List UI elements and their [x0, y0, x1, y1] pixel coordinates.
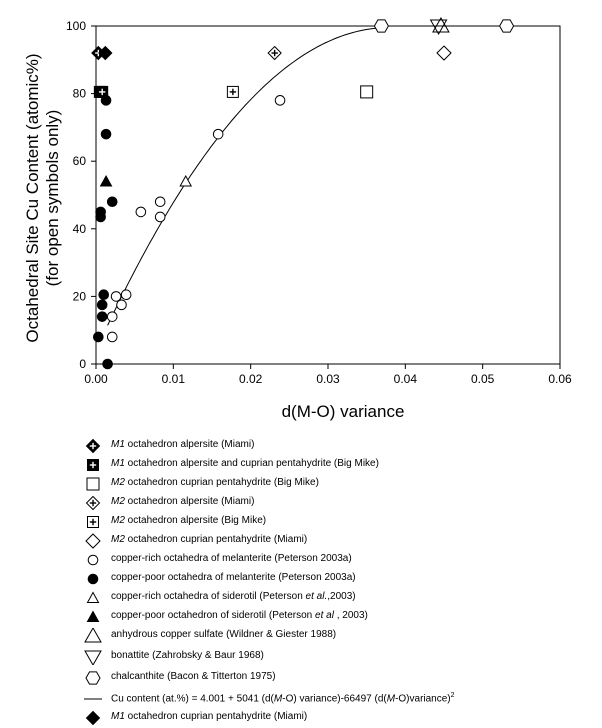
legend-symbol: [84, 590, 102, 606]
data-point: [97, 312, 107, 322]
legend-item: M1 octahedron alpersite and cuprian pent…: [84, 456, 594, 475]
legend-label: M1 octahedron cuprian pentahydrite (Miam…: [111, 711, 307, 722]
legend-item: M2 octahedron cuprian pentahydrite (Big …: [84, 475, 594, 494]
legend-symbol: [84, 552, 102, 568]
data-point: [107, 197, 117, 207]
data-point: [94, 332, 104, 342]
x-tick-label: 0.03: [316, 372, 340, 386]
fit-curve: [108, 28, 384, 326]
legend-item: M1 octahedron alpersite (Miami): [84, 437, 594, 456]
data-point: [117, 300, 127, 310]
legend-item: copper-rich octahedra of siderotil (Pete…: [84, 589, 594, 608]
x-tick-label: 0.02: [239, 372, 263, 386]
data-point: [111, 292, 121, 302]
data-point: [101, 129, 111, 139]
y-tick-label: 100: [66, 19, 86, 33]
legend-item-fit: Cu content (at.%) = 4.001 + 5041 (d(M-O)…: [84, 690, 594, 709]
legend-symbol: [84, 533, 102, 549]
legend-label: anhydrous copper sulfate (Wildner & Gies…: [111, 629, 336, 640]
legend-symbol: [84, 649, 102, 665]
plot-area: [96, 26, 560, 364]
x-tick-label: 0.01: [162, 372, 186, 386]
legend-symbol: [84, 670, 102, 686]
legend-label: copper-rich octahedra of siderotil (Pete…: [111, 591, 356, 602]
data-point: [97, 300, 107, 310]
data-point: [136, 207, 146, 217]
y-tick-label: 80: [73, 87, 87, 101]
y-tick-label: 20: [73, 289, 87, 303]
legend-item: M1 octahedron cuprian pentahydrite (Miam…: [84, 709, 594, 728]
data-point: [121, 290, 131, 300]
data-point: [155, 212, 165, 222]
data-point: [268, 47, 281, 60]
legend-symbol: [84, 514, 102, 530]
data-point: [97, 86, 108, 97]
legend-symbol: [84, 710, 102, 726]
legend-label: M2 octahedron alpersite (Big Mike): [111, 515, 266, 526]
data-point: [500, 20, 514, 32]
data-point: [99, 290, 109, 300]
legend-item: M2 octahedron cuprian pentahydrite (Miam…: [84, 532, 594, 551]
data-point: [101, 176, 112, 186]
legend-symbol: [84, 628, 102, 644]
y-tick-label: 40: [73, 222, 87, 236]
data-point: [227, 86, 238, 97]
data-point: [155, 197, 165, 207]
legend-label: M2 octahedron cuprian pentahydrite (Miam…: [111, 534, 307, 545]
legend-label-fit: Cu content (at.%) = 4.001 + 5041 (d(M-O)…: [111, 692, 455, 704]
y-axis-label-line1: Octahedral Site Cu Content (atomic%): [23, 53, 42, 342]
y-tick-label: 0: [79, 357, 86, 371]
y-tick-label: 60: [73, 154, 87, 168]
data-markers: [92, 18, 514, 369]
legend-item: copper-poor octahedra of melanterite (Pe…: [84, 570, 594, 589]
legend-item: copper-poor octahedron of siderotil (Pet…: [84, 608, 594, 627]
legend-label: M1 octahedron alpersite and cuprian pent…: [111, 458, 379, 469]
scatter-chart: 0.00 0.01 0.02 0.03 0.04 0.05 0.06 0 20 40 60 80 10…: [0, 0, 602, 430]
y-axis-label-line2: (for open symbols only): [43, 110, 62, 287]
legend-label: M1 octahedron alpersite (Miami): [111, 439, 254, 450]
x-tick-label: 0.05: [471, 372, 495, 386]
legend-symbol-line: [84, 691, 102, 707]
legend-label: chalcanthite (Bacon & Titterton 1975): [111, 671, 276, 682]
legend-symbol: [84, 571, 102, 587]
x-axis: 0.00 0.01 0.02 0.03 0.04 0.05 0.06: [84, 364, 572, 386]
legend-item: M2 octahedron alpersite (Miami): [84, 494, 594, 513]
legend-item: chalcanthite (Bacon & Titterton 1975): [84, 669, 594, 690]
legend: M1 octahedron alpersite (Miami) M1 octah…: [84, 437, 594, 728]
y-axis: 0 20 40 60 80 100: [66, 19, 96, 371]
data-point: [437, 46, 451, 60]
legend-symbol: [84, 438, 102, 454]
data-point: [107, 332, 117, 342]
legend-symbol: [84, 495, 102, 511]
data-point: [96, 207, 106, 217]
plot-frame: [96, 26, 560, 364]
legend-label: copper-poor octahedra of melanterite (Pe…: [111, 572, 356, 583]
legend-label: copper-poor octahedron of siderotil (Pet…: [111, 610, 368, 621]
data-point: [103, 359, 113, 369]
legend-label: bonattite (Zahrobsky & Baur 1968): [111, 650, 264, 661]
legend-item: copper-rich octahedra of melanterite (Pe…: [84, 551, 594, 570]
data-point: [374, 20, 388, 32]
x-axis-label: d(M-O) variance: [282, 402, 405, 421]
legend-label: copper-rich octahedra of melanterite (Pe…: [111, 553, 352, 564]
data-point: [275, 96, 285, 106]
legend-label: M2 octahedron alpersite (Miami): [111, 496, 254, 507]
data-point: [213, 129, 223, 139]
x-tick-label: 0.06: [548, 372, 572, 386]
data-point: [361, 86, 373, 98]
legend-label: M2 octahedron cuprian pentahydrite (Big …: [111, 477, 319, 488]
legend-symbol: [84, 457, 102, 473]
legend-item: bonattite (Zahrobsky & Baur 1968): [84, 648, 594, 669]
legend-item: anhydrous copper sulfate (Wildner & Gies…: [84, 627, 594, 648]
legend-item: M2 octahedron alpersite (Big Mike): [84, 513, 594, 532]
legend-symbol: [84, 476, 102, 492]
data-point: [107, 312, 117, 322]
x-tick-label: 0.04: [394, 372, 418, 386]
legend-symbol: [84, 609, 102, 625]
x-tick-label: 0.00: [84, 372, 108, 386]
